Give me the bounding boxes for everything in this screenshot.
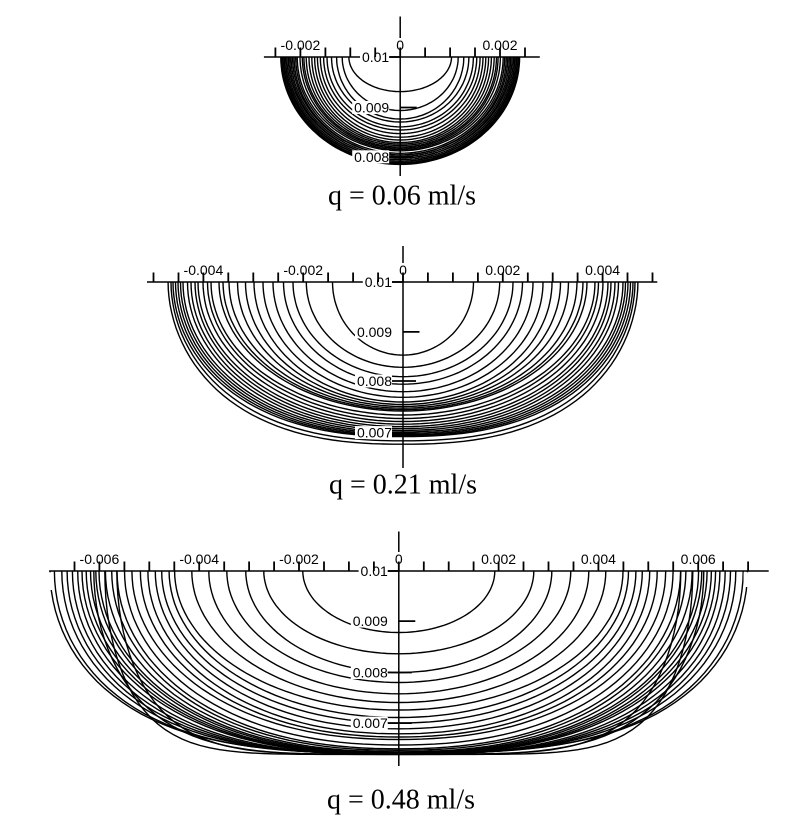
svg-text:0.007: 0.007 bbox=[353, 715, 388, 731]
svg-text:-0.004: -0.004 bbox=[179, 551, 219, 567]
svg-text:0.009: 0.009 bbox=[357, 324, 392, 340]
svg-text:0.008: 0.008 bbox=[354, 149, 389, 165]
svg-text:0.002: 0.002 bbox=[485, 262, 520, 278]
svg-text:-0.002: -0.002 bbox=[279, 551, 319, 567]
svg-text:-0.002: -0.002 bbox=[283, 262, 323, 278]
svg-text:0.008: 0.008 bbox=[357, 373, 392, 389]
svg-text:-0.004: -0.004 bbox=[184, 262, 224, 278]
svg-text:0: 0 bbox=[395, 551, 403, 567]
svg-text:0.006: 0.006 bbox=[681, 551, 716, 567]
svg-text:q = 0.21 ml/s: q = 0.21 ml/s bbox=[329, 470, 477, 501]
svg-text:0.002: 0.002 bbox=[481, 551, 516, 567]
svg-text:0.004: 0.004 bbox=[581, 551, 616, 567]
svg-text:0.007: 0.007 bbox=[357, 425, 392, 441]
svg-text:0.002: 0.002 bbox=[482, 37, 517, 53]
svg-text:0.009: 0.009 bbox=[354, 100, 389, 116]
svg-text:q = 0.48 ml/s: q = 0.48 ml/s bbox=[327, 785, 475, 816]
svg-text:0.009: 0.009 bbox=[353, 613, 388, 629]
svg-text:-0.002: -0.002 bbox=[281, 37, 321, 53]
svg-text:0: 0 bbox=[399, 262, 407, 278]
svg-text:-0.006: -0.006 bbox=[80, 551, 120, 567]
svg-text:0.004: 0.004 bbox=[585, 262, 620, 278]
svg-text:q = 0.06 ml/s: q = 0.06 ml/s bbox=[328, 181, 476, 212]
svg-text:0: 0 bbox=[396, 37, 404, 53]
svg-text:0.008: 0.008 bbox=[353, 665, 388, 681]
